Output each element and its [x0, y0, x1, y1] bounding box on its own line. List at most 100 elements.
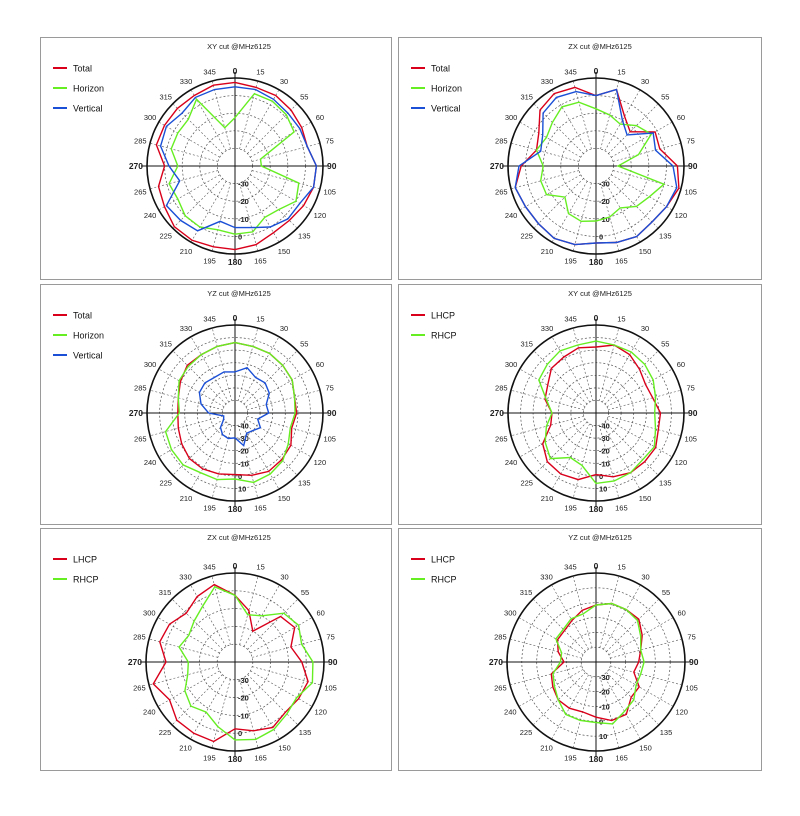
grid-spoke — [190, 336, 229, 403]
angle-tick-label: 135 — [298, 231, 311, 240]
angle-tick-label: 90 — [327, 408, 337, 418]
grid-spoke — [606, 368, 673, 407]
angle-tick-label: 270 — [490, 408, 504, 418]
angle-tick-label: 0 — [233, 66, 238, 76]
polar-chart-svg: 0 15 30 55 60 75 90 105 120 135 150 165 180 195 210 225… — [411, 533, 699, 764]
angle-tick-label: 150 — [639, 247, 652, 256]
radial-tick-label: 10 — [238, 484, 246, 493]
angle-tick-label: 345 — [564, 562, 577, 571]
radial-tick-label: -20 — [238, 447, 249, 456]
angle-tick-label: 270 — [129, 408, 143, 418]
grid-spoke — [611, 174, 673, 211]
legend-label: Total — [431, 64, 450, 74]
angle-tick-label: 135 — [299, 728, 312, 737]
series-line-vertical — [159, 86, 318, 232]
grid-spoke — [519, 368, 586, 407]
angle-tick-label: 300 — [144, 360, 157, 369]
grid-spoke — [190, 181, 227, 243]
chart-title: ZX cut @MHz6125 — [568, 42, 631, 51]
radial-tick-label: -20 — [599, 197, 610, 206]
angle-tick-label: 120 — [675, 211, 688, 220]
angle-tick-label: 195 — [564, 504, 577, 513]
angle-tick-label: 165 — [254, 257, 267, 266]
radial-tick-label: -20 — [599, 688, 610, 697]
grid-spoke — [572, 327, 594, 401]
grid-spoke — [532, 672, 586, 726]
angle-tick-label: 265 — [495, 187, 508, 196]
grid-spoke — [606, 419, 673, 458]
radial-tick-label: -10 — [599, 703, 610, 712]
grid-spoke — [603, 674, 641, 740]
angle-tick-label: 60 — [316, 113, 324, 122]
series-line-horizon — [535, 101, 666, 223]
angle-tick-label: 75 — [687, 137, 695, 146]
radial-tick-label: -20 — [238, 197, 249, 206]
angle-tick-label: 225 — [520, 478, 533, 487]
angle-tick-label: 55 — [661, 340, 669, 349]
radial-tick-label: 0 — [238, 232, 242, 241]
angle-tick-label: 285 — [495, 384, 508, 393]
grid-spoke — [237, 327, 259, 401]
grid-spoke — [158, 368, 225, 407]
angle-tick-label: 60 — [677, 360, 685, 369]
radial-tick-label: -30 — [238, 180, 249, 189]
angle-tick-label: 120 — [314, 458, 327, 467]
angle-tick-label: 60 — [317, 609, 325, 618]
legend-label: RHCP — [431, 575, 457, 585]
angle-tick-label: 135 — [659, 231, 672, 240]
grid-spoke — [532, 598, 586, 652]
chart-title: XY cut @MHz6125 — [568, 289, 632, 298]
angle-tick-label: 15 — [617, 562, 625, 571]
grid-spoke — [518, 669, 584, 707]
chart-title: ZX cut @MHz6125 — [207, 533, 270, 542]
angle-tick-label: 300 — [143, 609, 156, 618]
angle-tick-label: 75 — [326, 384, 334, 393]
angle-tick-label: 105 — [324, 684, 337, 693]
grid-spoke — [606, 598, 660, 652]
grid-spoke — [599, 676, 620, 749]
angle-tick-label: 15 — [617, 314, 625, 323]
grid-spoke — [533, 350, 588, 405]
angle-tick-label: 240 — [505, 458, 518, 467]
radial-tick-label: 10 — [599, 732, 607, 741]
angle-tick-label: 265 — [494, 684, 507, 693]
grid-spoke — [241, 423, 280, 490]
angle-tick-label: 30 — [280, 572, 288, 581]
grid-spoke — [606, 672, 660, 726]
angle-tick-label: 330 — [541, 77, 554, 86]
angle-tick-label: 330 — [541, 324, 554, 333]
angle-tick-label: 330 — [180, 324, 193, 333]
legend-label: RHCP — [73, 575, 99, 585]
grid-spoke — [602, 423, 641, 490]
angle-tick-label: 345 — [203, 67, 216, 76]
angle-tick-label: 210 — [180, 247, 193, 256]
legend-label: LHCP — [73, 555, 97, 565]
angle-tick-label: 55 — [661, 93, 669, 102]
chart-panel-xy-total: 0 15 30 55 60 75 90 105 120 135 150 165 180 195 210 225… — [40, 37, 392, 280]
grid-spoke — [211, 327, 233, 401]
angle-tick-label: 315 — [159, 93, 172, 102]
angle-tick-label: 150 — [278, 494, 291, 503]
grid-spoke — [602, 336, 641, 403]
angle-tick-label: 55 — [662, 588, 670, 597]
angle-tick-label: 180 — [228, 754, 242, 764]
radial-tick-label: -30 — [599, 673, 610, 682]
angle-tick-label: 0 — [594, 561, 599, 571]
angle-tick-label: 0 — [233, 313, 238, 323]
grid-spoke — [604, 181, 641, 243]
angle-tick-label: 285 — [134, 384, 147, 393]
angle-tick-label: 90 — [688, 161, 698, 171]
angle-tick-label: 30 — [641, 324, 649, 333]
grid-spoke — [519, 419, 586, 458]
angle-tick-label: 165 — [615, 754, 628, 763]
grid-spoke — [250, 670, 313, 707]
grid-spoke — [237, 425, 259, 499]
angle-tick-label: 165 — [254, 754, 267, 763]
angle-tick-label: 225 — [159, 478, 172, 487]
angle-tick-label: 210 — [179, 744, 192, 753]
angle-tick-label: 105 — [685, 684, 698, 693]
grid-spoke — [509, 638, 582, 659]
angle-tick-label: 300 — [144, 113, 157, 122]
grid-spoke — [239, 80, 259, 150]
angle-tick-label: 315 — [520, 588, 533, 597]
